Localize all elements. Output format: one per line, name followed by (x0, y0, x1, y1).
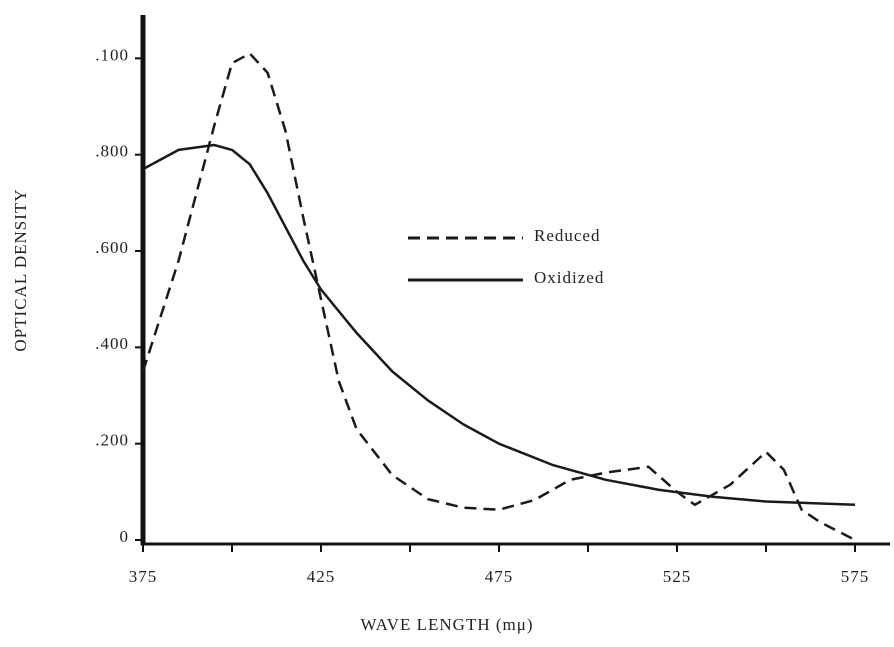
y-tick-label: .200 (95, 431, 129, 450)
series-line (142, 143, 856, 507)
y-tick-label: .100 (95, 45, 129, 64)
x-axis-label: WAVE LENGTH (mμ) (360, 615, 533, 634)
y-tick-label: .400 (95, 334, 129, 353)
y-tick-label: .600 (95, 238, 129, 257)
x-tick-label: 425 (307, 567, 336, 586)
legend-label: Reduced (534, 226, 600, 245)
y-axis-label: OPTICAL DENSITY (11, 188, 30, 351)
x-tick-label: 475 (485, 567, 514, 586)
x-tick-label: 575 (841, 567, 870, 586)
y-tick-label: .800 (95, 142, 129, 161)
x-tick-label: 525 (663, 567, 692, 586)
y-tick-label: 0 (120, 527, 130, 546)
legend-label: Oxidized (534, 268, 604, 287)
series-line (141, 52, 856, 542)
x-tick-label: 375 (129, 567, 158, 586)
